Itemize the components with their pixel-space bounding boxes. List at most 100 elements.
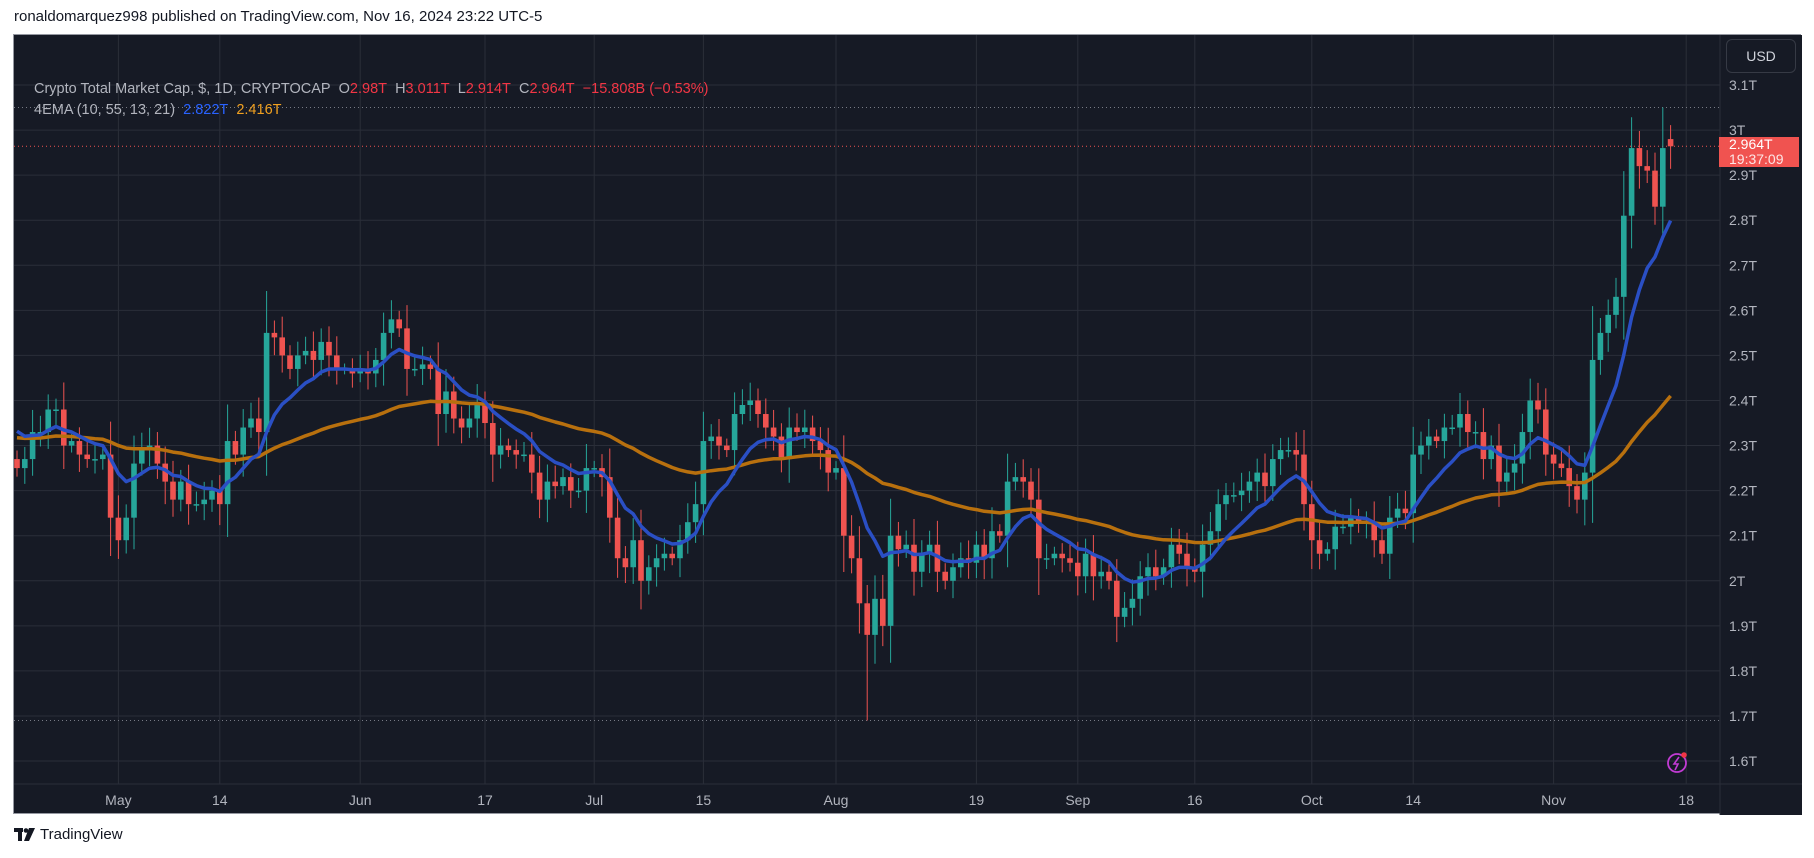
candle-down bbox=[529, 454, 535, 473]
candle-up bbox=[1137, 576, 1143, 599]
candle-up bbox=[139, 450, 145, 464]
candle-down bbox=[981, 544, 987, 559]
x-tick-label: Oct bbox=[1301, 792, 1323, 808]
x-tick-label: 18 bbox=[1678, 792, 1694, 808]
candle-down bbox=[115, 517, 122, 541]
candle-up bbox=[92, 459, 98, 461]
candle-up bbox=[1332, 526, 1338, 550]
candle-down bbox=[825, 450, 831, 473]
candle-up bbox=[100, 454, 106, 460]
indicator-title[interactable]: 4EMA (10, 55, 13, 21) bbox=[34, 102, 176, 118]
candle-down bbox=[997, 531, 1003, 536]
candle-down bbox=[1036, 499, 1042, 559]
x-tick-label: May bbox=[105, 792, 131, 808]
candle-up bbox=[201, 499, 207, 505]
x-tick-label: 14 bbox=[212, 792, 228, 808]
candle-down bbox=[1402, 508, 1409, 514]
candle-up bbox=[973, 544, 980, 563]
chart-legend: Crypto Total Market Cap, $, 1D, CRYPTOCA… bbox=[34, 79, 708, 121]
candle-up bbox=[22, 459, 28, 469]
candle-down bbox=[1059, 553, 1065, 559]
candlestick-chart[interactable]: 1.6T 1.7T 1.8T 1.9T 2T 2.1T 2.2T 2.3T 2.4T 2.5T 2.… bbox=[14, 35, 1802, 815]
candle-down bbox=[170, 481, 176, 500]
candle-up bbox=[661, 553, 668, 559]
candle-up bbox=[240, 427, 246, 455]
candle-down bbox=[1114, 580, 1120, 617]
candle-down bbox=[256, 418, 262, 433]
candle-down bbox=[1667, 139, 1674, 147]
candle-up bbox=[123, 517, 129, 541]
candle-up bbox=[1043, 558, 1050, 560]
candle-up bbox=[1004, 481, 1011, 536]
candle-up bbox=[591, 468, 597, 470]
candle-up bbox=[419, 364, 426, 369]
candle-up bbox=[1488, 445, 1494, 460]
candle-down bbox=[1176, 544, 1182, 554]
candle-down bbox=[1543, 409, 1549, 455]
candle-down bbox=[1020, 477, 1026, 482]
candle-down bbox=[435, 368, 441, 415]
candle-down bbox=[76, 441, 83, 455]
candle-up bbox=[1394, 508, 1401, 518]
candle-down bbox=[856, 558, 863, 604]
candle-down bbox=[841, 468, 847, 536]
candle-down bbox=[1433, 436, 1440, 442]
last-price-label: 2.964T 19:37:09 bbox=[1719, 137, 1799, 167]
candle-up bbox=[1098, 571, 1104, 577]
candle-up bbox=[544, 481, 551, 500]
candle-up bbox=[1270, 459, 1276, 487]
candle-down bbox=[287, 355, 293, 369]
low-label: L bbox=[457, 81, 466, 97]
candle-up bbox=[685, 522, 691, 541]
candle-up bbox=[1207, 531, 1214, 545]
candle-down bbox=[1496, 445, 1502, 482]
candle-up bbox=[248, 418, 254, 428]
currency-button[interactable]: USD bbox=[1726, 39, 1796, 73]
candle-up bbox=[263, 332, 270, 433]
y-tick-label: 3T bbox=[1729, 122, 1746, 138]
candle-up bbox=[178, 481, 184, 500]
published-line: ronaldomarquez998 published on TradingVi… bbox=[14, 8, 543, 25]
x-tick-label: 15 bbox=[696, 792, 712, 808]
symbol-title[interactable]: Crypto Total Market Cap, $, 1D, CRYPTOCA… bbox=[34, 81, 331, 97]
candle-down bbox=[482, 404, 488, 424]
candle-up bbox=[739, 404, 746, 415]
tradingview-logo[interactable]: TradingView bbox=[14, 826, 123, 843]
candle-down bbox=[14, 459, 20, 469]
candle-down bbox=[942, 571, 948, 581]
y-tick-label: 2.8T bbox=[1729, 212, 1757, 228]
candle-down bbox=[1028, 481, 1034, 500]
candle-down bbox=[458, 418, 465, 428]
lightning-icon[interactable] bbox=[1667, 752, 1687, 773]
chart-panel[interactable]: 1.6T 1.7T 1.8T 1.9T 2T 2.1T 2.2T 2.3T 2.4T 2.5T 2.… bbox=[13, 34, 1802, 815]
candle-up bbox=[521, 454, 527, 457]
candle-up bbox=[380, 332, 387, 360]
candle-up bbox=[302, 350, 309, 356]
candle-up bbox=[1613, 296, 1619, 315]
candle-down bbox=[763, 414, 769, 428]
last-price: 2.964T bbox=[1729, 136, 1773, 152]
candle-up bbox=[412, 368, 418, 371]
candle-up bbox=[1457, 414, 1463, 428]
symbol-line: Crypto Total Market Cap, $, 1D, CRYPTOCA… bbox=[34, 79, 708, 100]
candle-down bbox=[895, 535, 902, 550]
candle-down bbox=[778, 436, 785, 460]
candle-down bbox=[326, 341, 332, 356]
candle-up bbox=[872, 598, 878, 635]
candle-up bbox=[318, 341, 324, 360]
x-tick-label: Nov bbox=[1541, 792, 1566, 808]
y-tick-label: 1.6T bbox=[1729, 753, 1757, 769]
candle-down bbox=[1075, 562, 1081, 577]
candle-up bbox=[1449, 427, 1455, 430]
candle-up bbox=[1660, 148, 1666, 207]
candle-down bbox=[552, 481, 558, 487]
x-tick-label: 14 bbox=[1405, 792, 1421, 808]
candle-up bbox=[209, 490, 215, 500]
candle-up bbox=[802, 427, 808, 433]
candle-up bbox=[1012, 477, 1019, 482]
candle-up bbox=[1410, 454, 1416, 514]
candle-down bbox=[1379, 540, 1385, 554]
candle-down bbox=[848, 535, 855, 559]
candle-up bbox=[466, 418, 473, 428]
ema-fast-value: 2.822T bbox=[183, 102, 229, 118]
